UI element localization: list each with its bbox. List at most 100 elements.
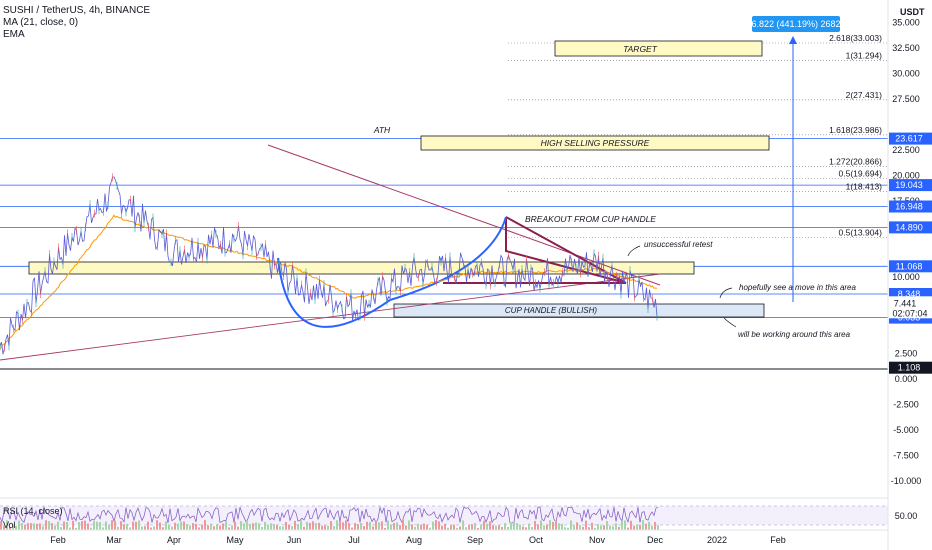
price-tick: 35.000 bbox=[892, 18, 920, 28]
volume-bar bbox=[516, 523, 518, 530]
price-label-box bbox=[889, 179, 932, 192]
volume-bar bbox=[564, 527, 566, 530]
volume-bar bbox=[534, 521, 536, 530]
volume-bar bbox=[351, 527, 353, 530]
volume-bar bbox=[465, 527, 467, 530]
volume-bar bbox=[120, 521, 122, 530]
volume-bar bbox=[456, 527, 458, 530]
volume-bar bbox=[366, 521, 368, 530]
volume-bar bbox=[18, 520, 20, 530]
volume-bar bbox=[651, 525, 653, 530]
volume-bar bbox=[453, 524, 455, 530]
volume-bar bbox=[150, 527, 152, 530]
volume-bar bbox=[99, 522, 101, 530]
volume-bar bbox=[45, 520, 47, 530]
volume-legend[interactable]: Vol bbox=[3, 520, 16, 530]
time-axis[interactable]: Feb Mar Apr May Jun Jul Aug Sep Oct Nov Dec 2022 Feb bbox=[50, 535, 786, 545]
volume-bar bbox=[408, 520, 410, 530]
volume-bar bbox=[633, 525, 635, 530]
volume-bar bbox=[249, 523, 251, 530]
volume-bar bbox=[273, 524, 275, 530]
volume-bar bbox=[477, 528, 479, 530]
target-label: TARGET bbox=[623, 44, 658, 54]
volume-bar bbox=[384, 527, 386, 530]
price-label: 16.948 bbox=[895, 202, 923, 212]
volume-bar bbox=[381, 521, 383, 530]
cup-curve-right[interactable] bbox=[389, 216, 507, 301]
volume-bar bbox=[90, 527, 92, 530]
rsi-legend[interactable]: RSI (14, close) bbox=[3, 506, 63, 516]
price-pane[interactable] bbox=[0, 0, 888, 498]
price-label: 19.043 bbox=[895, 180, 923, 190]
retest-arrow-icon bbox=[627, 245, 641, 257]
volume-bar bbox=[240, 521, 242, 530]
volume-bar bbox=[459, 526, 461, 530]
volume-bar bbox=[531, 526, 533, 530]
price-axis[interactable]: 35.00032.50030.00027.50022.50020.00017.5… bbox=[891, 18, 922, 486]
high-selling-zone[interactable] bbox=[420, 135, 770, 151]
volume-bar bbox=[9, 527, 11, 530]
volume-bar bbox=[225, 521, 227, 530]
time-label: Aug bbox=[406, 535, 422, 545]
target-zone[interactable] bbox=[554, 40, 763, 57]
descending-trendline[interactable] bbox=[267, 144, 661, 286]
volume-bar bbox=[432, 521, 434, 530]
volume-bar bbox=[306, 521, 308, 530]
volume-bar bbox=[183, 521, 185, 530]
volume-bar bbox=[639, 524, 641, 530]
cup-curve[interactable] bbox=[277, 257, 391, 328]
volume-bar bbox=[60, 527, 62, 530]
volume-bar bbox=[312, 521, 314, 530]
volume-bar bbox=[231, 525, 233, 530]
volume-bar bbox=[648, 521, 650, 530]
symbol-title[interactable]: SUSHI / TetherUS, 4h, BINANCE bbox=[3, 5, 151, 16]
cup-handle-zone[interactable] bbox=[393, 303, 765, 318]
volume-bar bbox=[210, 523, 212, 530]
volume-bar bbox=[3, 525, 5, 530]
current-price-countdown: 02:07:04 bbox=[892, 308, 927, 318]
volume-bar bbox=[471, 524, 473, 530]
volume-bar bbox=[321, 525, 323, 530]
ascending-trendline[interactable] bbox=[0, 273, 661, 361]
time-label: May bbox=[226, 535, 244, 545]
volume-bar bbox=[618, 526, 620, 530]
volume-bar bbox=[612, 526, 614, 530]
volume-bar bbox=[615, 523, 617, 530]
volume-bar bbox=[585, 520, 587, 530]
volume-bar bbox=[108, 525, 110, 530]
volume-bar bbox=[126, 523, 128, 530]
current-price-box bbox=[889, 296, 932, 319]
volume-bar bbox=[480, 525, 482, 530]
volume-bar bbox=[636, 524, 638, 530]
volume-bar bbox=[399, 525, 401, 530]
volume-bar bbox=[546, 524, 548, 530]
high-selling-label: HIGH SELLING PRESSURE bbox=[541, 138, 650, 148]
pennant[interactable] bbox=[505, 216, 627, 284]
currency-label[interactable]: USDT bbox=[900, 7, 925, 17]
volume-bar bbox=[228, 527, 230, 530]
volume-bar bbox=[561, 523, 563, 530]
volume-bar bbox=[258, 523, 260, 530]
price-tick: 10.000 bbox=[892, 272, 920, 282]
volume-bar bbox=[129, 527, 131, 530]
volume-bar bbox=[255, 522, 257, 530]
volume-bar bbox=[294, 520, 296, 530]
price-label: 11.068 bbox=[896, 261, 923, 271]
support-zone[interactable] bbox=[28, 261, 695, 275]
volume-bar bbox=[39, 523, 41, 530]
price-tick: 32.500 bbox=[892, 43, 920, 53]
ma-legend[interactable]: MA (21, close, 0) bbox=[3, 17, 79, 28]
volume-bar bbox=[558, 523, 560, 530]
volume-bar bbox=[429, 527, 431, 530]
price-label-box bbox=[889, 200, 932, 213]
volume-bar bbox=[411, 524, 413, 530]
volume-bar bbox=[291, 526, 293, 530]
volume-bar bbox=[117, 526, 119, 530]
ema-legend[interactable]: EMA bbox=[3, 29, 25, 40]
volume-bar bbox=[195, 523, 197, 530]
volume-bar bbox=[336, 520, 338, 530]
volume-bar bbox=[414, 526, 416, 530]
volume-bar bbox=[417, 523, 419, 530]
